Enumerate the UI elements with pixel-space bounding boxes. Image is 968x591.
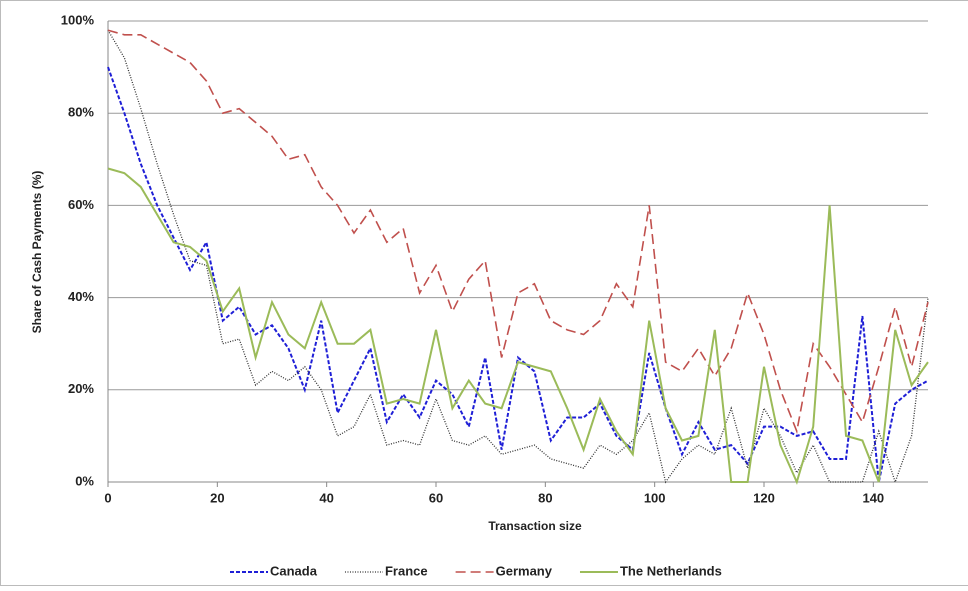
y-tick-label: 80% [68,105,94,120]
x-tick-label: 140 [862,490,884,505]
legend-label: Germany [496,563,553,578]
series-line [107,29,929,485]
y-tick-label: 20% [68,381,94,396]
y-tick-label: 0% [75,473,94,488]
y-tick-label: 100% [61,12,95,27]
y-tick-label: 60% [68,197,94,212]
x-axis-title: Transaction size [488,519,582,533]
series-line [107,167,929,485]
x-tick-label: 40 [319,490,333,505]
x-tick-label: 20 [210,490,224,505]
x-tick-label: 80 [538,490,552,505]
x-tick-label: 0 [104,490,111,505]
y-axis-title: Share of Cash Payments (%) [30,171,44,334]
series-line [107,66,929,483]
x-tick-label: 60 [429,490,443,505]
legend-label: The Netherlands [620,563,722,578]
legend-label: Canada [270,563,318,578]
x-tick-label: 120 [753,490,775,505]
x-tick-label: 100 [644,490,666,505]
legend-label: France [385,563,428,578]
series-line [107,29,929,435]
y-tick-label: 40% [68,289,94,304]
